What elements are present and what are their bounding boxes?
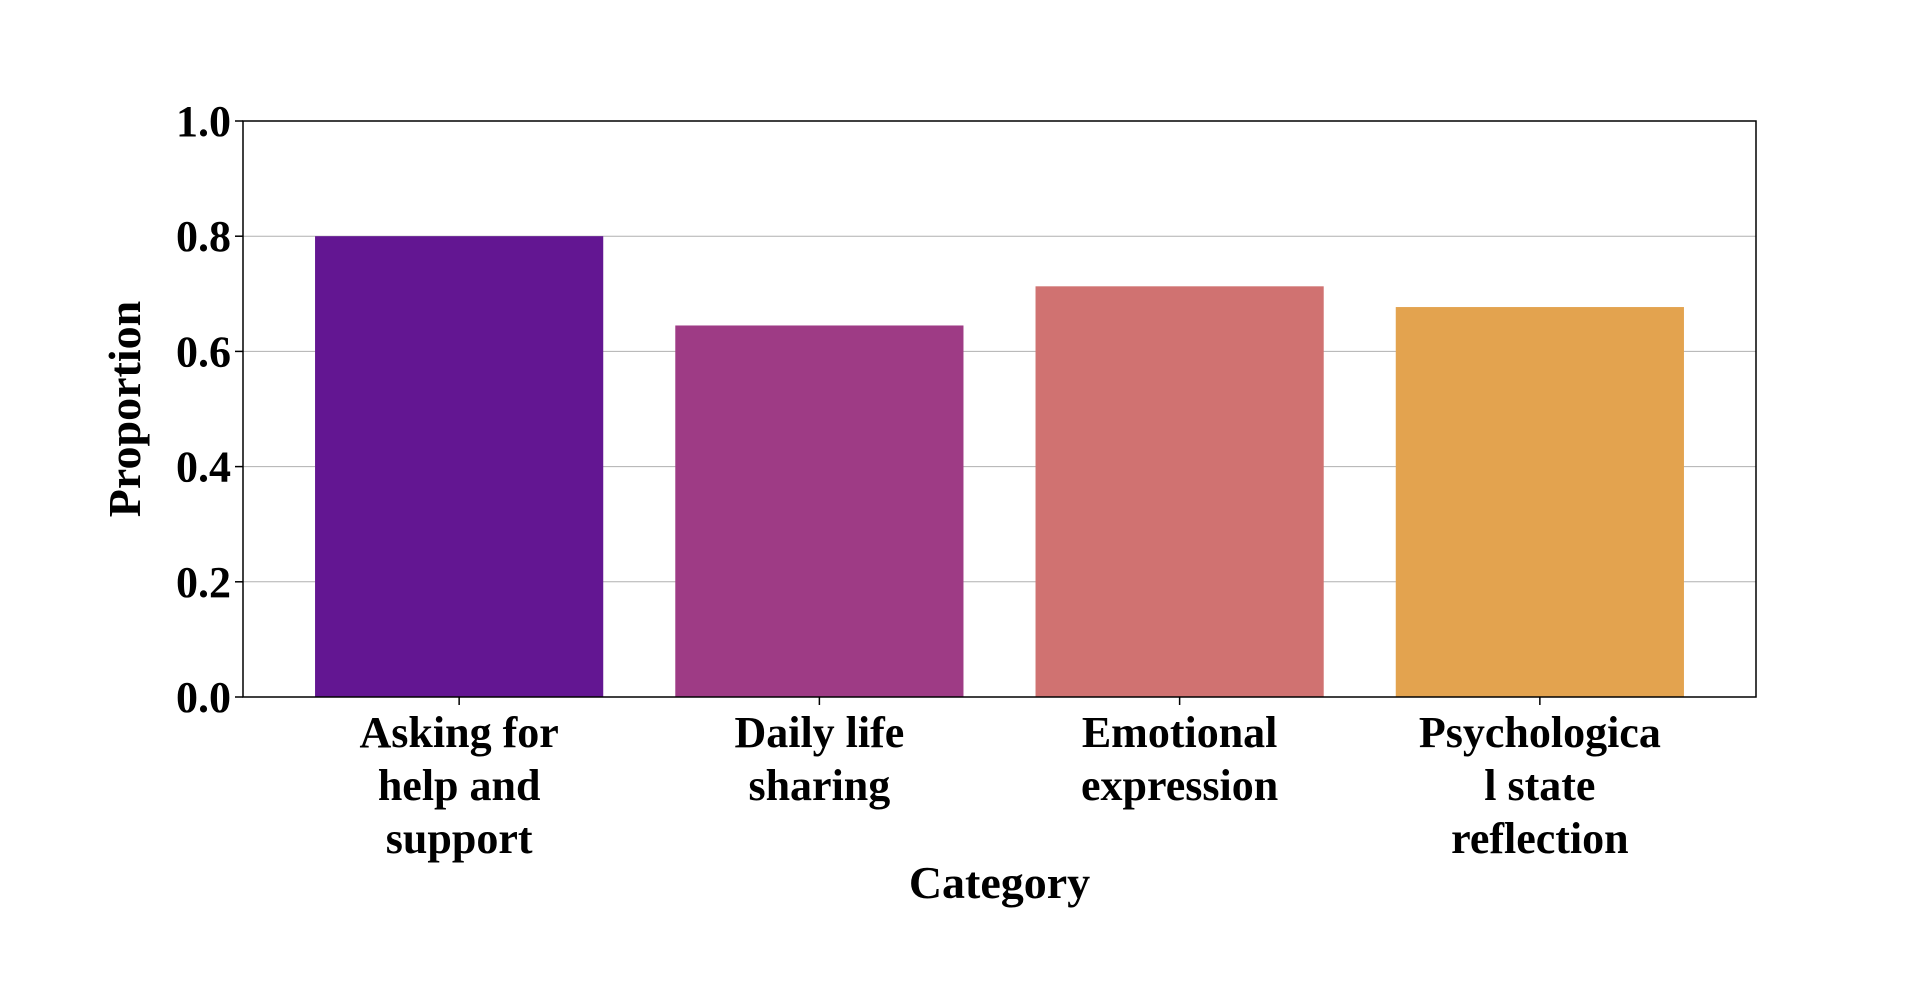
y-tick-label: 1.0 [176, 97, 231, 146]
y-axis-ticks: 0.0 0.2 0.4 0.6 0.8 1.0 [176, 97, 243, 722]
y-tick-label: 0.4 [176, 443, 231, 492]
x-tick-label: Asking for help and support [360, 708, 559, 863]
x-tick-label: Daily life sharing [734, 708, 904, 810]
x-axis-title: Category [909, 857, 1090, 908]
y-tick-label: 0.0 [176, 673, 231, 722]
bar [315, 236, 604, 697]
plot-frame [242, 120, 1757, 698]
bar [675, 325, 964, 697]
x-axis-ticks: Asking for help and support Daily life shari… [360, 697, 1661, 863]
bar [1395, 307, 1684, 697]
y-tick-label: 0.2 [176, 558, 231, 607]
y-tick-label: 0.8 [176, 212, 231, 261]
y-tick-label: 0.6 [176, 327, 231, 376]
bar [1035, 286, 1324, 697]
x-tick-label: Emotional expression [1081, 708, 1278, 810]
bars [315, 236, 1684, 697]
y-axis-title: Proportion [99, 301, 150, 517]
x-tick-label: Psychologica l state reflection [1419, 708, 1661, 863]
